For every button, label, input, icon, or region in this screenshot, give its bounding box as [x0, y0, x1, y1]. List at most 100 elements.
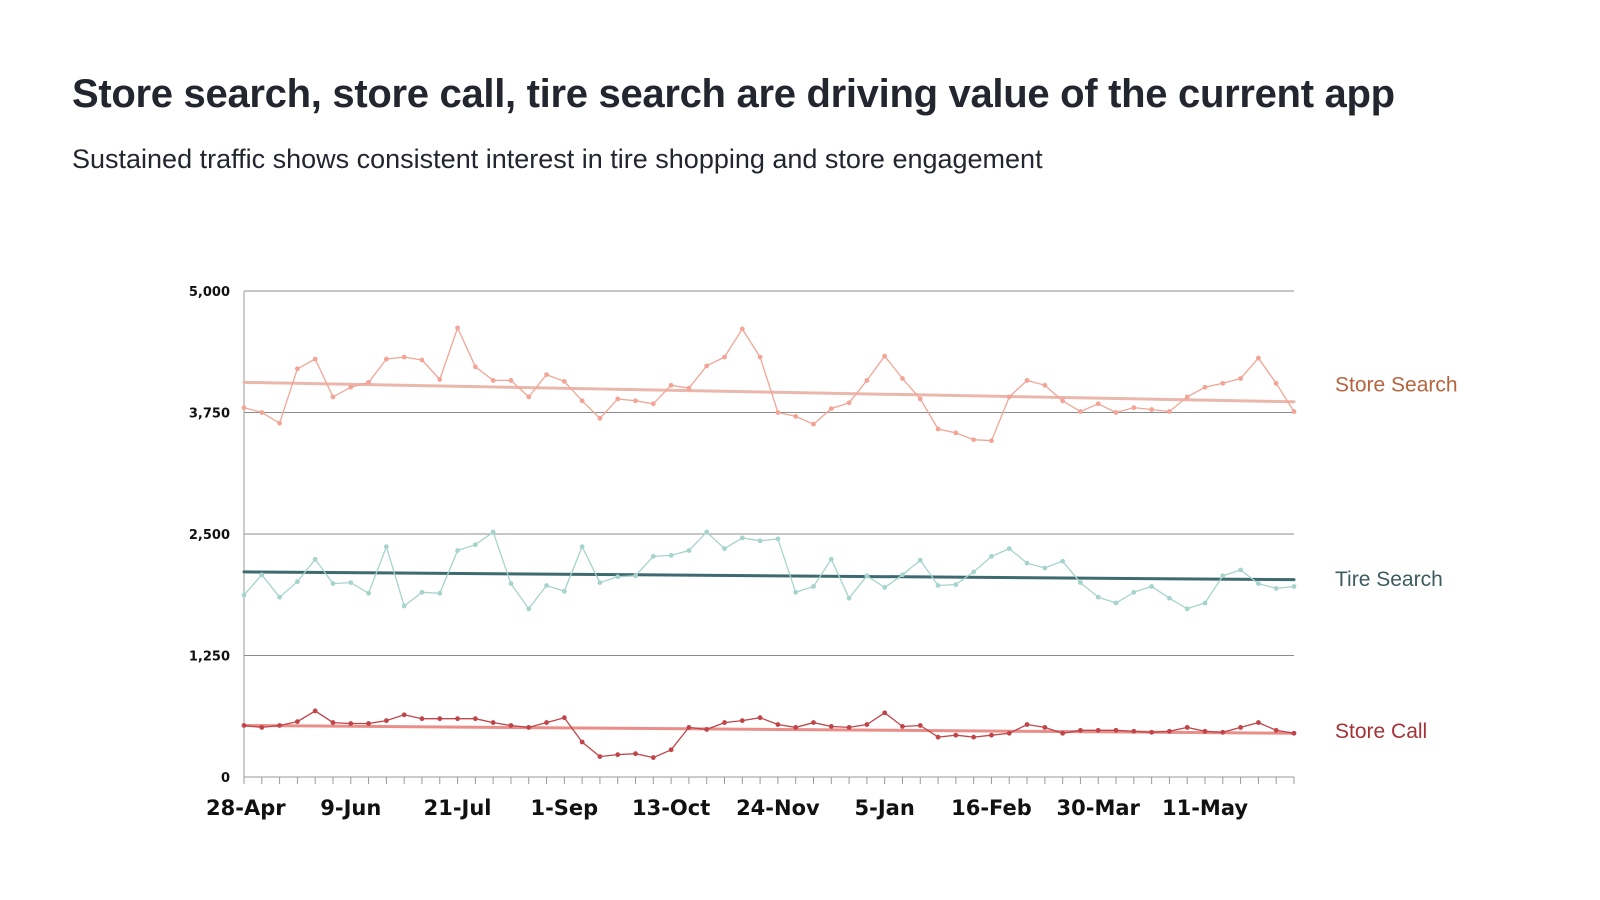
data-point — [793, 589, 799, 595]
data-point — [366, 721, 371, 726]
data-point — [1184, 394, 1190, 400]
data-point — [419, 716, 425, 722]
data-point — [455, 548, 460, 553]
data-point — [1167, 728, 1172, 734]
data-point — [259, 725, 265, 730]
data-point — [366, 590, 371, 596]
data-point — [1238, 725, 1244, 730]
data-point — [882, 353, 888, 359]
x-tick-label: 11-May — [1162, 796, 1248, 820]
data-point — [882, 585, 888, 590]
data-point — [1131, 405, 1137, 411]
data-point — [1220, 573, 1226, 579]
data-point — [472, 542, 478, 548]
data-point — [668, 747, 674, 753]
x-tick-label: 1-Sep — [530, 796, 598, 820]
data-point — [757, 715, 763, 721]
data-point — [348, 721, 354, 726]
data-point — [1131, 728, 1137, 734]
data-point — [846, 725, 852, 730]
data-point — [668, 382, 674, 388]
data-point — [508, 581, 514, 586]
data-point — [1273, 727, 1279, 733]
data-point — [455, 716, 460, 722]
data-point — [989, 438, 994, 444]
data-point — [704, 363, 710, 369]
data-point — [1202, 384, 1208, 390]
data-point — [490, 378, 496, 383]
data-point — [953, 732, 959, 738]
data-point — [312, 356, 318, 362]
data-point — [419, 589, 425, 595]
data-point — [1042, 565, 1048, 571]
x-tick-label: 21-Jul — [424, 796, 492, 820]
data-point — [739, 535, 745, 541]
y-tick-label: 1,250 — [189, 650, 230, 665]
data-point — [900, 724, 905, 729]
data-point — [561, 715, 567, 721]
data-point — [1220, 729, 1226, 735]
data-point — [597, 580, 603, 585]
data-point — [383, 718, 389, 724]
data-point — [526, 394, 532, 400]
data-point — [775, 536, 781, 542]
y-tick-label: 3,750 — [189, 407, 230, 422]
data-point — [1167, 595, 1172, 601]
x-tick-label: 30-Mar — [1057, 796, 1141, 820]
data-point — [1095, 401, 1101, 407]
x-tick-label: 5-Jan — [855, 796, 915, 820]
data-point — [1238, 376, 1244, 381]
data-point — [508, 723, 514, 728]
data-point — [383, 544, 389, 550]
trend-lines — [242, 380, 1296, 735]
data-point — [1060, 558, 1066, 564]
data-point — [846, 400, 852, 406]
data-point — [1291, 730, 1297, 736]
series-label: Tire Search — [1335, 568, 1443, 591]
data-point — [1149, 407, 1155, 412]
data-point — [935, 734, 941, 740]
data-point — [828, 724, 834, 729]
data-point — [775, 722, 781, 727]
data-point — [526, 725, 532, 730]
data-point — [294, 719, 300, 724]
data-point — [615, 574, 621, 580]
data-point — [1078, 409, 1083, 414]
data-point — [864, 722, 870, 727]
axes: 0 1,250 2,500 3,750 5,000 28-Apr 9-Jun 21-Jul 1-… — [189, 285, 1295, 820]
x-tick-label: 16-Feb — [951, 796, 1032, 820]
data-point — [615, 752, 621, 758]
data-point — [312, 708, 318, 714]
data-point — [294, 579, 300, 585]
data-point — [1256, 720, 1261, 725]
data-point — [704, 529, 710, 535]
x-tick-label: 24-Nov — [736, 796, 820, 820]
data-point — [526, 606, 532, 612]
data-point — [561, 588, 567, 594]
data-point — [864, 573, 870, 579]
data-point — [472, 364, 478, 370]
data-point — [437, 716, 443, 722]
data-point — [1167, 409, 1172, 414]
data-point — [1202, 600, 1208, 606]
data-point — [579, 544, 585, 550]
data-point — [1149, 729, 1155, 735]
data-point — [722, 720, 727, 725]
data-point — [561, 378, 567, 384]
data-point — [793, 725, 799, 730]
data-point — [1006, 730, 1012, 736]
data-point — [650, 401, 656, 407]
data-point — [366, 379, 371, 385]
data-point — [1024, 560, 1030, 566]
data-point — [330, 394, 336, 400]
data-point — [882, 710, 888, 716]
data-point — [1006, 394, 1012, 400]
x-tick-label: 9-Jun — [320, 796, 381, 820]
series-line — [243, 710, 1295, 759]
data-point — [579, 739, 585, 745]
data-point — [1273, 586, 1279, 591]
data-point — [455, 325, 460, 331]
data-point — [811, 421, 816, 427]
data-point — [971, 734, 977, 740]
data-point — [597, 754, 603, 759]
